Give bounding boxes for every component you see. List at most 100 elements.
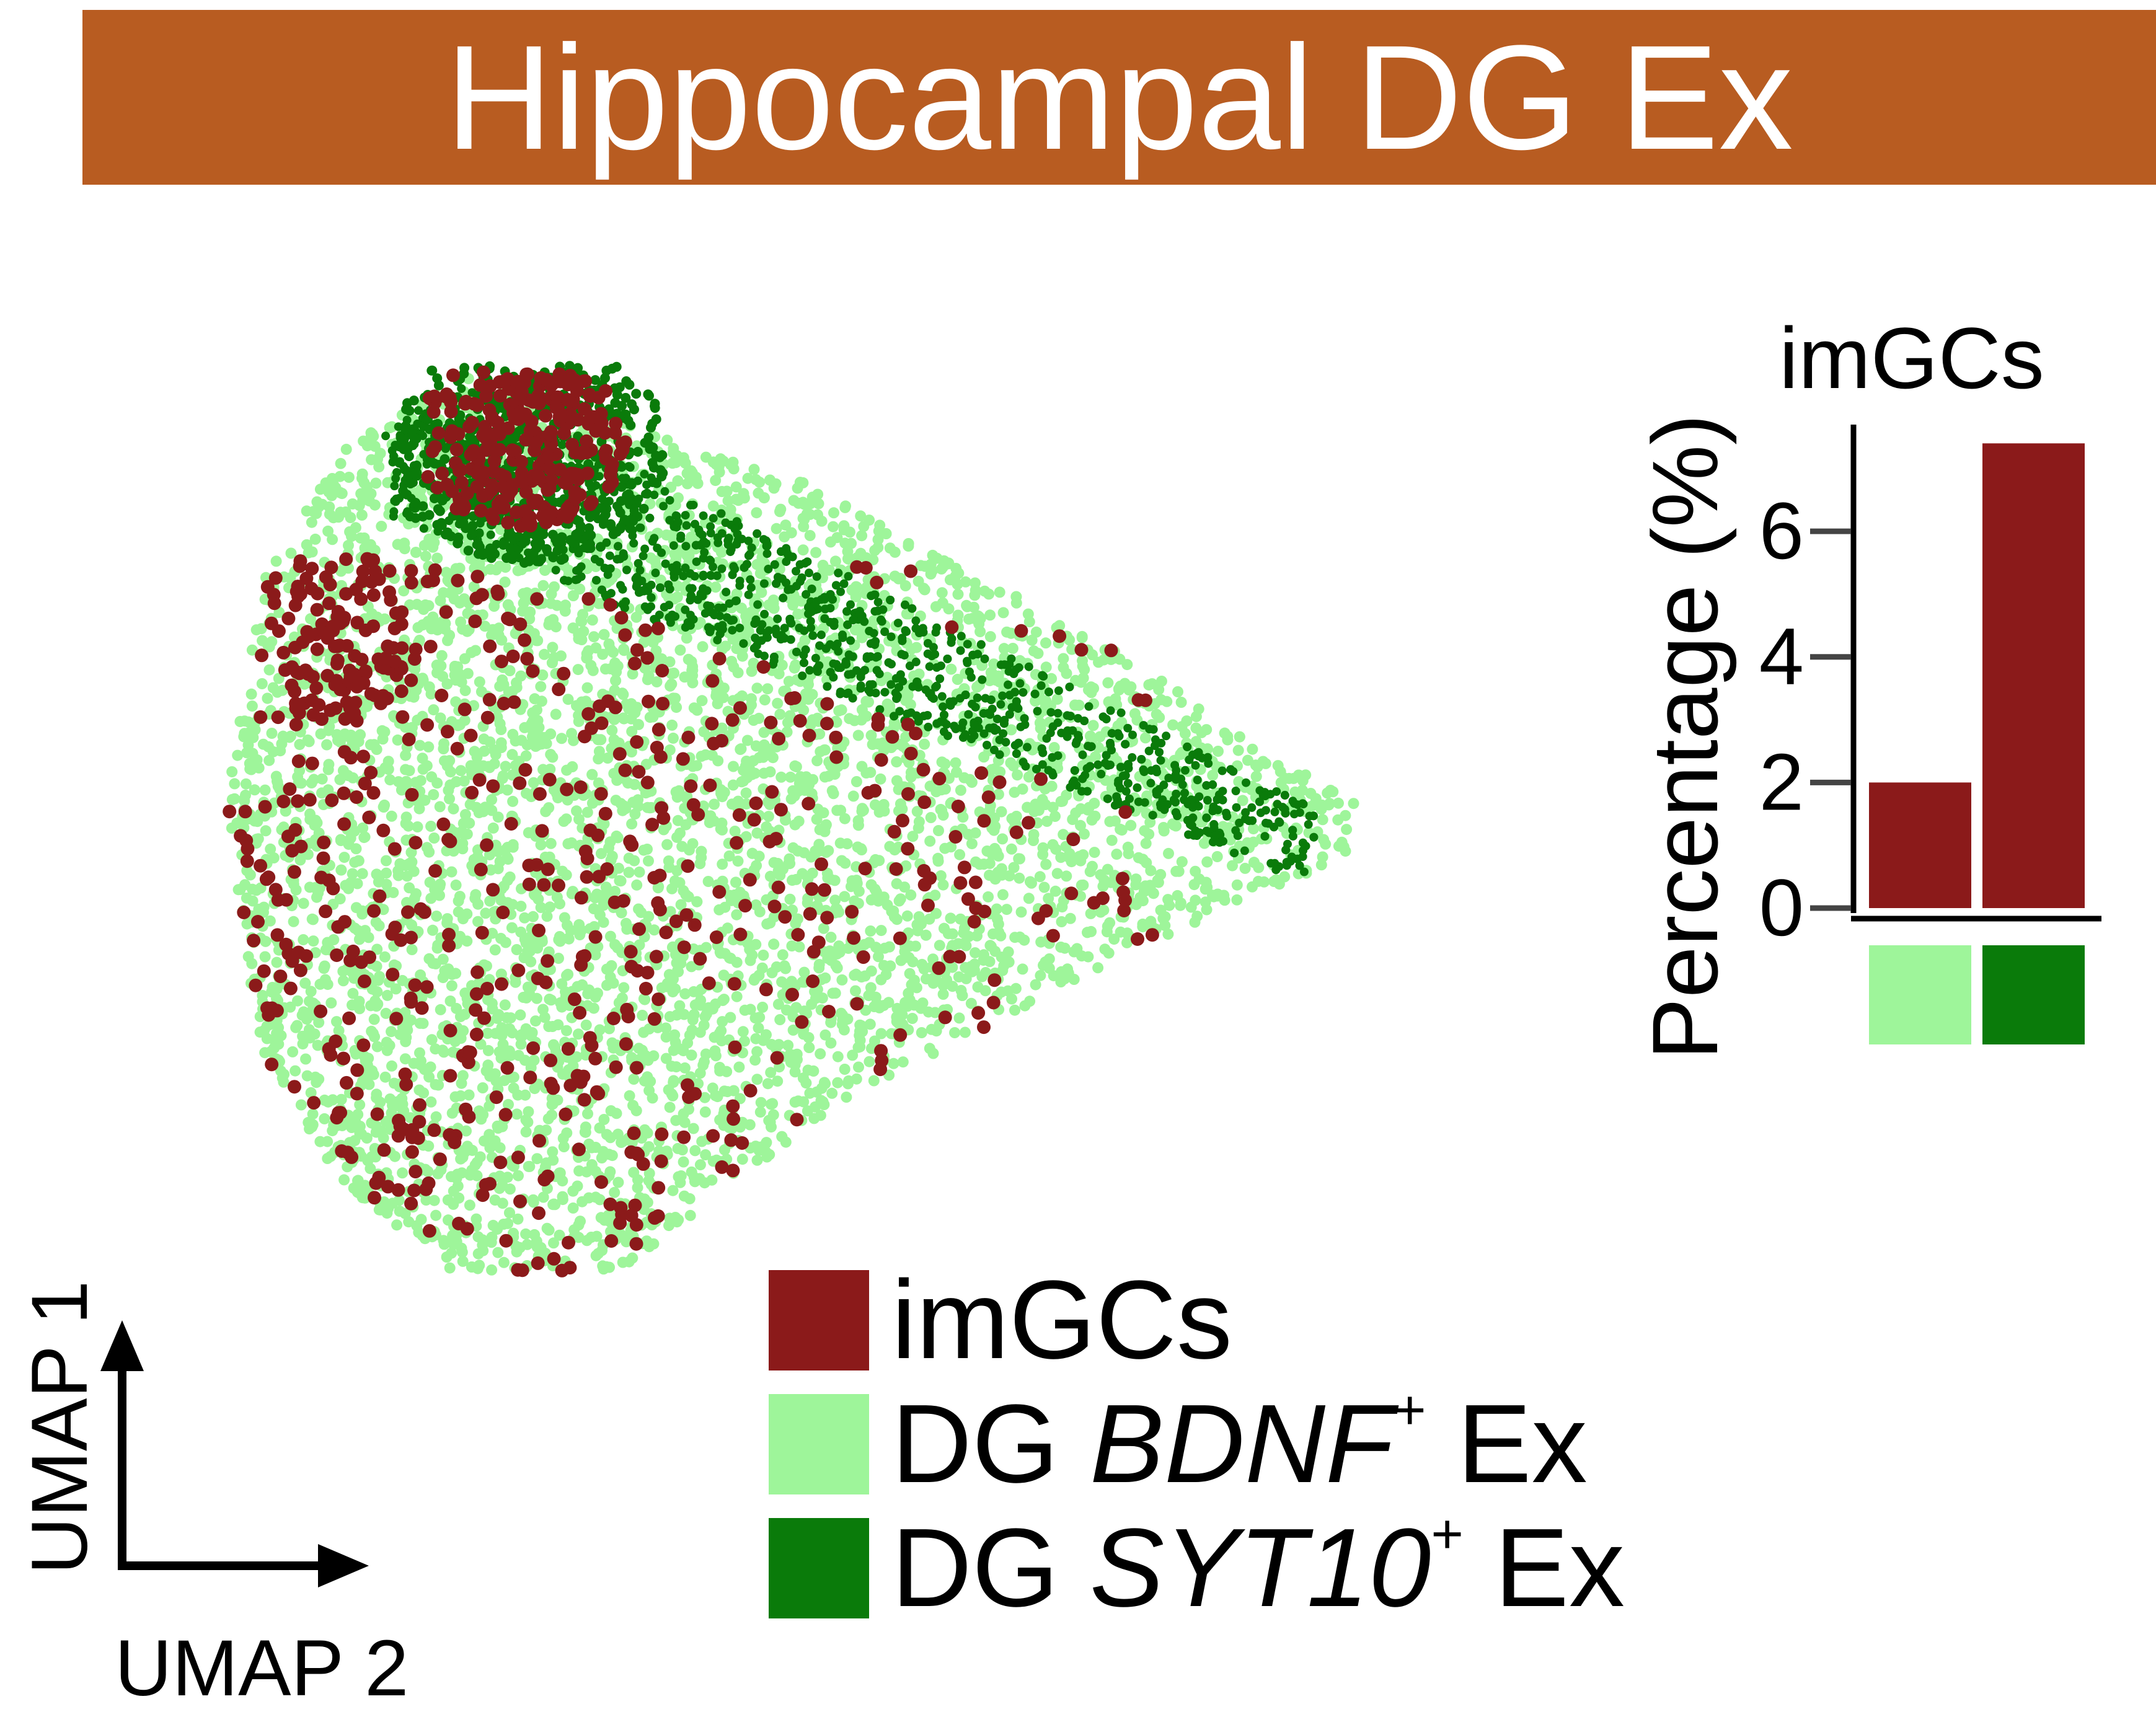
point-bdnf [446,980,457,992]
point-bdnf [430,1111,442,1123]
point-bdnf [1232,744,1244,756]
point-bdnf [793,941,805,953]
point-bdnf [1151,708,1162,720]
point-bdnf [1005,757,1017,769]
point-bdnf [816,515,828,527]
point-bdnf [363,1079,375,1090]
point-bdnf [371,943,383,955]
point-bdnf [617,1256,629,1268]
point-bdnf [1125,819,1137,831]
point-bdnf [361,1059,373,1071]
point-bdnf [270,555,282,567]
point-bdnf [1012,769,1023,781]
point-bdnf [371,1041,383,1053]
point-bdnf [1040,637,1051,649]
point-bdnf [371,1088,382,1100]
point-bdnf [305,986,317,997]
point-bdnf [740,629,752,640]
point-bdnf [484,1070,496,1082]
point-bdnf [457,1070,469,1082]
point-bdnf [1003,956,1015,968]
point-bdnf [850,875,862,886]
point-bdnf [335,1093,347,1105]
point-bdnf [413,803,425,814]
point-bdnf [472,916,484,927]
point-bdnf [762,1078,774,1090]
point-bdnf [825,1037,837,1049]
point-bdnf [519,912,531,924]
point-bdnf [545,749,557,761]
point-bdnf [930,1025,942,1037]
point-bdnf [542,1113,554,1124]
point-bdnf [1219,727,1230,739]
point-bdnf [1231,894,1243,906]
point-bdnf [787,875,798,886]
point-bdnf [314,978,326,990]
point-bdnf [700,1048,712,1060]
point-bdnf [1189,916,1201,928]
point-bdnf [1087,860,1098,872]
point-bdnf [607,647,619,658]
point-bdnf [436,650,448,661]
point-bdnf [307,1119,319,1131]
point-bdnf [664,656,676,668]
point-bdnf [860,695,872,707]
point-bdnf [487,822,499,834]
point-bdnf [498,1256,510,1268]
point-bdnf [798,521,810,532]
point-bdnf [634,939,645,951]
point-bdnf [984,940,996,951]
point-bdnf [572,981,583,992]
point-bdnf [1305,788,1317,799]
point-bdnf [437,972,449,984]
point-bdnf [1172,686,1183,697]
point-bdnf [911,919,923,930]
point-bdnf [954,849,966,860]
point-bdnf [774,1014,786,1025]
point-bdnf [919,584,930,596]
point-bdnf [591,888,603,900]
point-bdnf [906,1013,918,1024]
point-bdnf [666,1088,678,1100]
point-bdnf [687,1123,699,1134]
point-bdnf [716,817,728,829]
point-bdnf [430,1209,442,1221]
point-bdnf [889,844,901,856]
point-bdnf [611,774,623,786]
point-bdnf [875,1028,887,1039]
point-bdnf [603,842,614,854]
point-bdnf [790,918,802,930]
point-bdnf [479,745,490,757]
point-bdnf [839,537,851,549]
point-bdnf [680,889,692,901]
point-bdnf [1143,828,1155,840]
point-bdnf [586,614,598,626]
point-bdnf [759,694,771,706]
point-bdnf [669,948,681,960]
point-bdnf [287,1046,299,1057]
point-bdnf [378,801,390,813]
point-bdnf [609,1186,621,1198]
point-bdnf [499,576,511,588]
point-bdnf [423,846,435,858]
point-bdnf [1089,810,1101,822]
point-bdnf [731,956,743,968]
point-bdnf [794,774,806,786]
point-bdnf [513,1170,524,1181]
point-bdnf [571,700,582,712]
point-bdnf [486,1264,498,1276]
point-bdnf [1155,676,1167,687]
point-bdnf [556,733,567,744]
point-bdnf [739,1004,751,1016]
point-bdnf [797,513,809,524]
point-bdnf [430,1043,441,1055]
point-bdnf [1164,899,1175,911]
point-bdnf [679,988,691,1000]
point-bdnf [256,678,268,689]
point-bdnf [400,722,411,733]
point-bdnf [750,1033,762,1044]
point-bdnf [507,795,519,807]
point-bdnf [404,765,415,777]
point-bdnf [660,1022,672,1034]
point-bdnf [694,1067,706,1079]
